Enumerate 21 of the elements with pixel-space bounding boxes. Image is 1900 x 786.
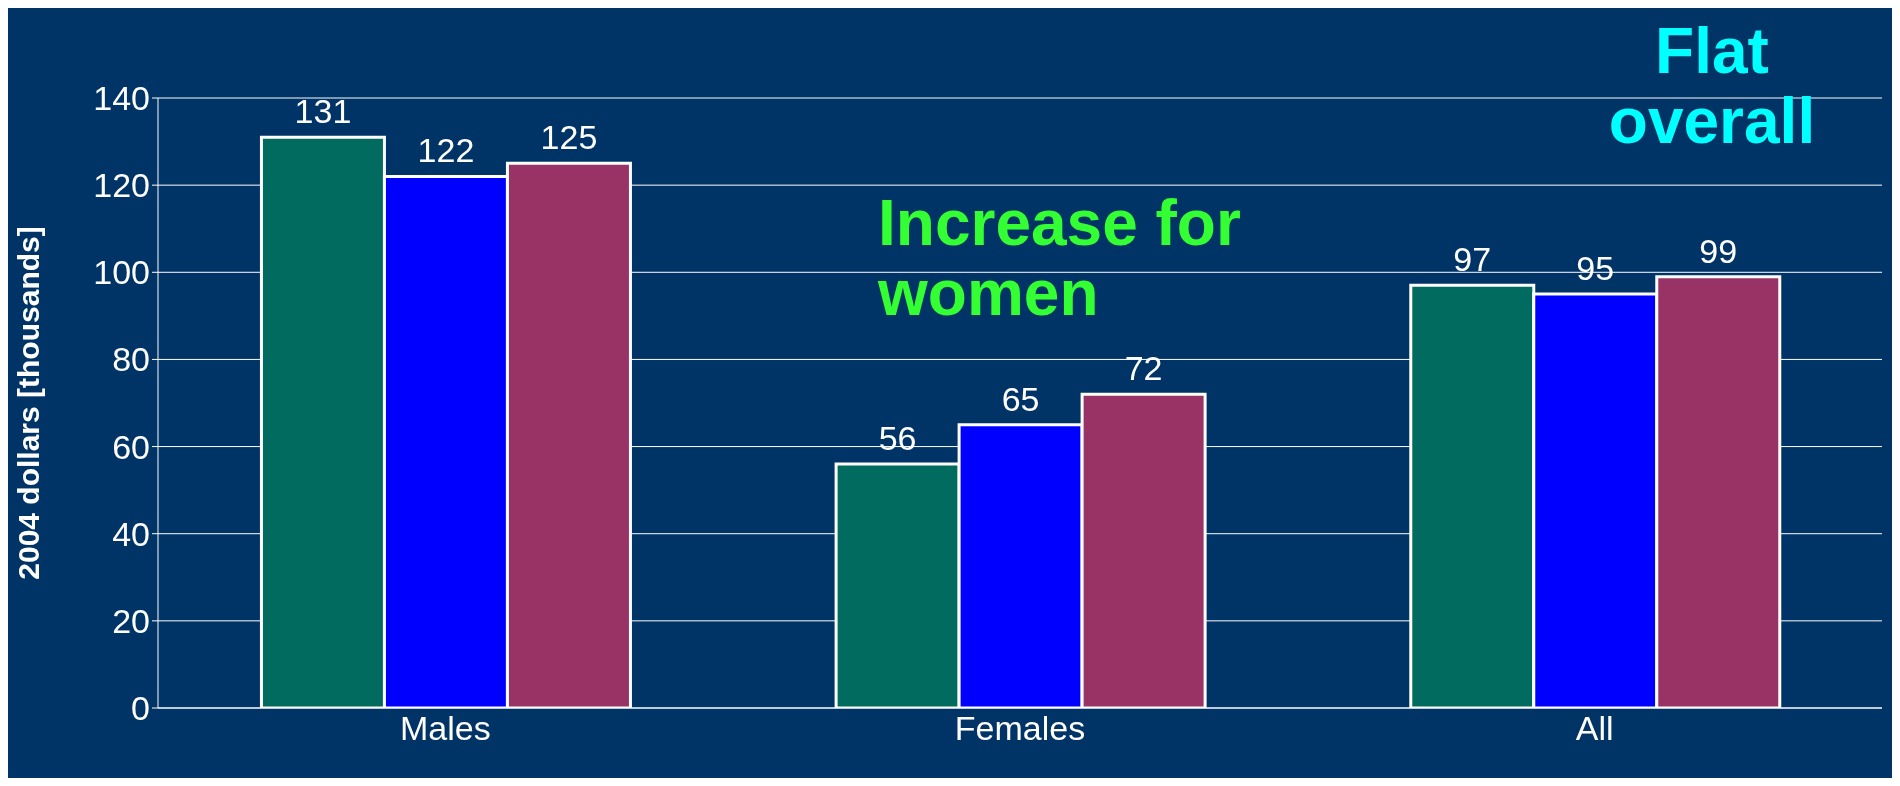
annotation: Increase for women — [878, 187, 1242, 330]
x-tick-label: All — [1575, 709, 1614, 748]
y-tick-label: 20 — [112, 601, 150, 640]
y-tick-label: 100 — [93, 253, 150, 292]
y-tick-label: 60 — [112, 427, 150, 466]
annotation: Flat overall — [1607, 15, 1817, 158]
x-tick-label: Males — [399, 709, 491, 748]
y-tick-label: 80 — [112, 340, 150, 379]
data-label: 122 — [417, 131, 475, 170]
y-tick-label: 140 — [93, 79, 150, 118]
data-label: 72 — [1124, 349, 1163, 388]
data-label: 125 — [540, 118, 598, 157]
data-label: 99 — [1699, 231, 1738, 270]
y-tick-label: 0 — [131, 689, 150, 728]
y-tick-label: 40 — [112, 514, 150, 553]
y-tick-label: 120 — [93, 166, 150, 205]
data-label: 97 — [1453, 240, 1492, 279]
y-axis-title: 2004 dollars [thousands] — [11, 226, 45, 580]
data-label: 65 — [1001, 379, 1040, 418]
x-tick-label: Females — [954, 709, 1086, 748]
data-label: 131 — [294, 92, 352, 131]
